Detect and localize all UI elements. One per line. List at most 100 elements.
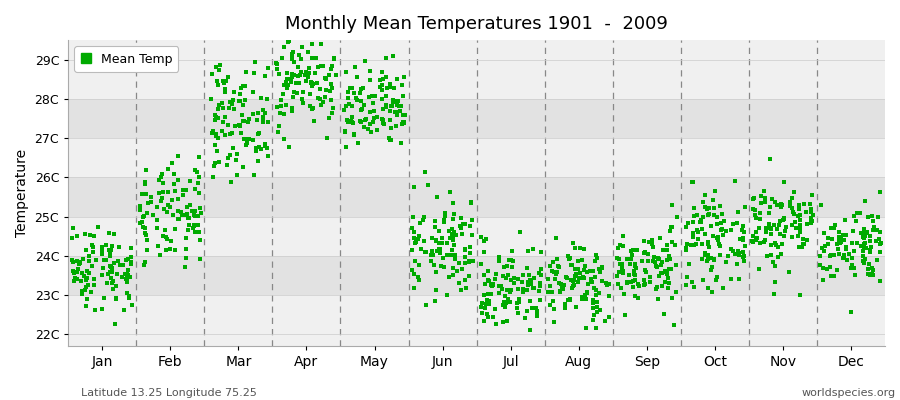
Point [775, 202, 789, 208]
Point [815, 277, 830, 283]
Point [279, 76, 293, 83]
Point [158, 247, 173, 254]
Point [191, 229, 205, 236]
Point [310, 80, 324, 86]
Point [816, 229, 831, 236]
Point [322, 34, 337, 40]
Point [294, 43, 309, 50]
Point [320, 135, 334, 142]
Point [160, 189, 175, 196]
Point [440, 240, 454, 246]
Point [576, 274, 590, 280]
Point [857, 233, 871, 239]
Point [580, 269, 595, 275]
Point [827, 222, 842, 228]
Point [572, 278, 586, 285]
Point [208, 142, 222, 148]
Point [280, 70, 294, 76]
Point [612, 256, 626, 262]
Point [272, 71, 286, 77]
Point [803, 201, 817, 208]
Point [625, 252, 639, 259]
Point [295, 89, 310, 96]
Point [650, 264, 664, 270]
Point [702, 210, 716, 217]
Point [394, 103, 409, 110]
Point [830, 267, 844, 274]
Point [648, 258, 662, 265]
Point [78, 287, 93, 294]
Point [853, 210, 868, 216]
Point [850, 240, 864, 247]
Point [95, 248, 110, 254]
Point [856, 258, 870, 264]
Point [766, 259, 780, 266]
Point [680, 220, 695, 227]
Point [519, 308, 534, 314]
Point [165, 160, 179, 166]
Point [171, 196, 185, 202]
Point [481, 310, 495, 317]
Point [839, 246, 853, 252]
Point [95, 265, 110, 271]
Point [662, 266, 676, 272]
Point [350, 97, 365, 103]
Point [624, 279, 638, 285]
Point [104, 269, 118, 276]
Point [857, 260, 871, 266]
Point [868, 238, 883, 244]
Point [488, 276, 502, 282]
Point [704, 267, 718, 273]
Point [109, 282, 123, 289]
Point [375, 117, 390, 123]
Point [684, 241, 698, 248]
Point [698, 231, 712, 238]
Point [481, 299, 495, 306]
Point [860, 228, 874, 235]
Point [543, 302, 557, 308]
Point [569, 270, 583, 277]
Point [534, 266, 548, 272]
Point [192, 229, 206, 236]
Point [686, 179, 700, 185]
Point [452, 280, 466, 287]
Point [714, 226, 728, 233]
Point [225, 101, 239, 108]
Point [813, 262, 827, 268]
Point [694, 217, 708, 224]
Point [373, 77, 387, 84]
Point [715, 210, 729, 217]
Point [777, 179, 791, 185]
Point [866, 227, 880, 233]
Point [769, 199, 783, 206]
Point [662, 253, 676, 259]
Point [182, 222, 196, 228]
Point [429, 236, 444, 243]
Point [777, 215, 791, 221]
Point [221, 154, 236, 161]
Point [86, 242, 100, 248]
Point [521, 282, 535, 288]
Point [700, 206, 715, 212]
Point [320, 28, 334, 34]
Point [762, 225, 777, 231]
Point [304, 80, 319, 86]
Point [396, 74, 410, 80]
Point [737, 229, 751, 235]
Point [856, 252, 870, 259]
Point [545, 298, 560, 304]
Point [698, 192, 712, 198]
Point [410, 236, 425, 242]
Point [287, 59, 302, 65]
Point [115, 262, 130, 268]
Point [345, 119, 359, 125]
Point [204, 130, 219, 136]
Point [409, 257, 423, 264]
Point [530, 308, 544, 314]
Point [746, 196, 760, 203]
Point [759, 236, 773, 243]
Point [364, 121, 378, 128]
Point [211, 114, 225, 121]
Point [626, 278, 641, 284]
Point [364, 129, 378, 136]
